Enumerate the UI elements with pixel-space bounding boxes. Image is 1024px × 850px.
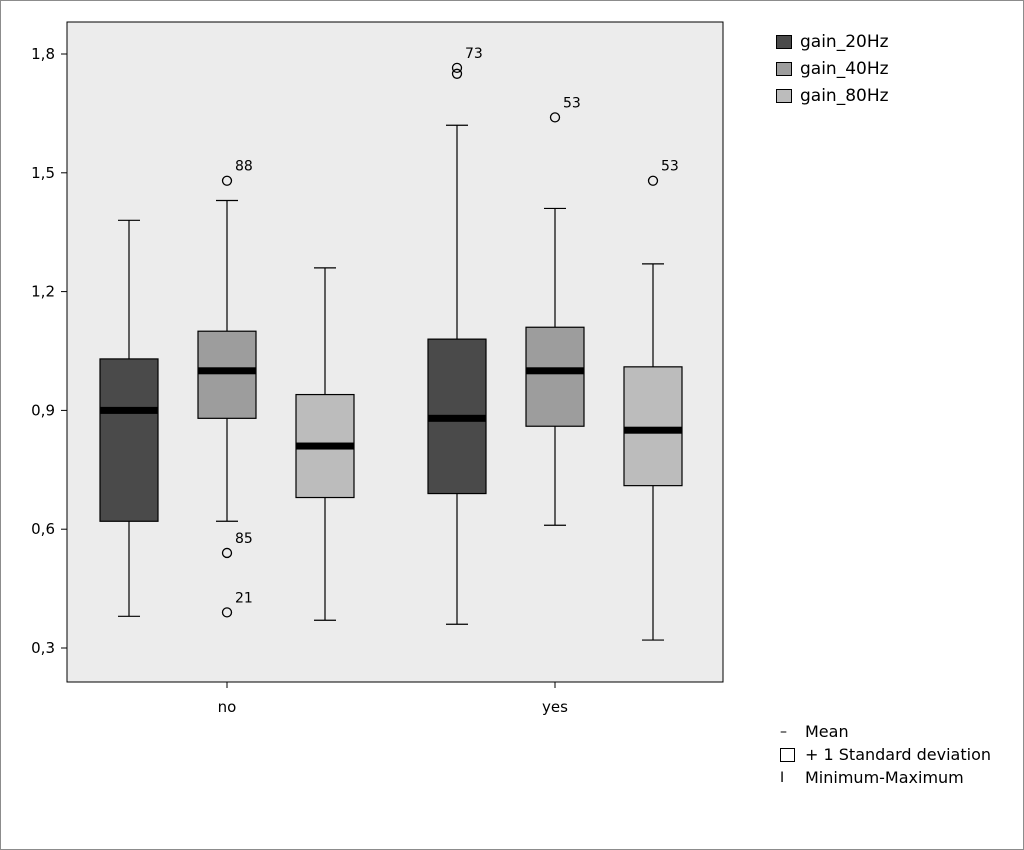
legend-label: gain_20Hz xyxy=(800,31,889,52)
outlier-label: 53 xyxy=(563,95,581,111)
box-gain_80Hz-yes: 53 xyxy=(623,159,683,641)
legend-item: gain_80Hz xyxy=(776,82,889,109)
outlier-point xyxy=(221,175,233,186)
statistics-key: – Mean + 1 Standard deviation I Minimum-… xyxy=(780,720,991,789)
box-marks: 73 88 85 21 53 53 xyxy=(99,46,683,641)
outlier-point xyxy=(221,547,233,559)
box-gain_80Hz-no xyxy=(295,267,355,621)
outlier-label: 21 xyxy=(235,590,253,606)
y-axis: 0,3 0,6 0,9 1,2 1,5 1,8 xyxy=(31,45,67,657)
median-line xyxy=(296,442,354,450)
y-tick-label: 0,3 xyxy=(31,639,55,657)
key-item-mean: – Mean xyxy=(780,720,991,743)
box-body xyxy=(197,330,257,419)
legend-swatch xyxy=(776,88,792,103)
legend: gain_20Hz gain_40Hz gain_80Hz xyxy=(776,28,889,109)
x-tick-label: yes xyxy=(542,698,568,716)
y-tick-label: 0,9 xyxy=(31,401,55,419)
outlier-point xyxy=(221,607,233,618)
outlier-point xyxy=(451,68,463,79)
plot-area xyxy=(66,21,724,683)
outlier-label: 53 xyxy=(661,159,679,175)
legend-swatch xyxy=(776,34,792,49)
legend-item: gain_40Hz xyxy=(776,55,889,82)
box-symbol xyxy=(780,747,800,762)
y-tick-label: 1,8 xyxy=(31,45,55,63)
box-gain_20Hz-no xyxy=(99,219,159,617)
whisker-symbol: I xyxy=(780,769,785,786)
key-item-sd: + 1 Standard deviation xyxy=(780,743,991,766)
key-label: Mean xyxy=(805,722,849,741)
box-gain_20Hz-yes: 73 xyxy=(427,46,487,625)
box-body xyxy=(99,358,159,522)
box-body xyxy=(525,326,585,427)
median-line xyxy=(624,426,682,434)
legend-item: gain_20Hz xyxy=(776,28,889,55)
key-label: + 1 Standard deviation xyxy=(805,745,991,764)
y-tick-label: 0,6 xyxy=(31,520,55,538)
legend-swatch xyxy=(776,61,792,76)
y-tick-label: 1,5 xyxy=(31,164,55,182)
box-gain_40Hz-yes: 53 xyxy=(525,95,585,526)
outlier-label: 73 xyxy=(465,46,483,62)
x-axis: no yes xyxy=(218,682,568,716)
legend-label: gain_80Hz xyxy=(800,85,889,106)
outlier-point xyxy=(451,62,463,74)
outlier-point xyxy=(549,112,561,123)
mean-symbol: – xyxy=(780,723,787,740)
median-line xyxy=(428,414,486,422)
median-line xyxy=(526,367,584,375)
legend-label: gain_40Hz xyxy=(800,58,889,79)
median-line xyxy=(198,367,256,375)
x-tick-label: no xyxy=(218,698,237,716)
median-line xyxy=(100,406,158,414)
outlier-label: 85 xyxy=(235,531,253,547)
key-item-minmax: I Minimum-Maximum xyxy=(780,766,991,789)
box-gain_40Hz-no: 88 85 21 xyxy=(197,159,257,618)
y-tick-label: 1,2 xyxy=(31,283,55,301)
key-label: Minimum-Maximum xyxy=(805,768,964,787)
box-body xyxy=(623,366,683,487)
outlier-point xyxy=(647,175,659,186)
outlier-label: 88 xyxy=(235,159,253,175)
